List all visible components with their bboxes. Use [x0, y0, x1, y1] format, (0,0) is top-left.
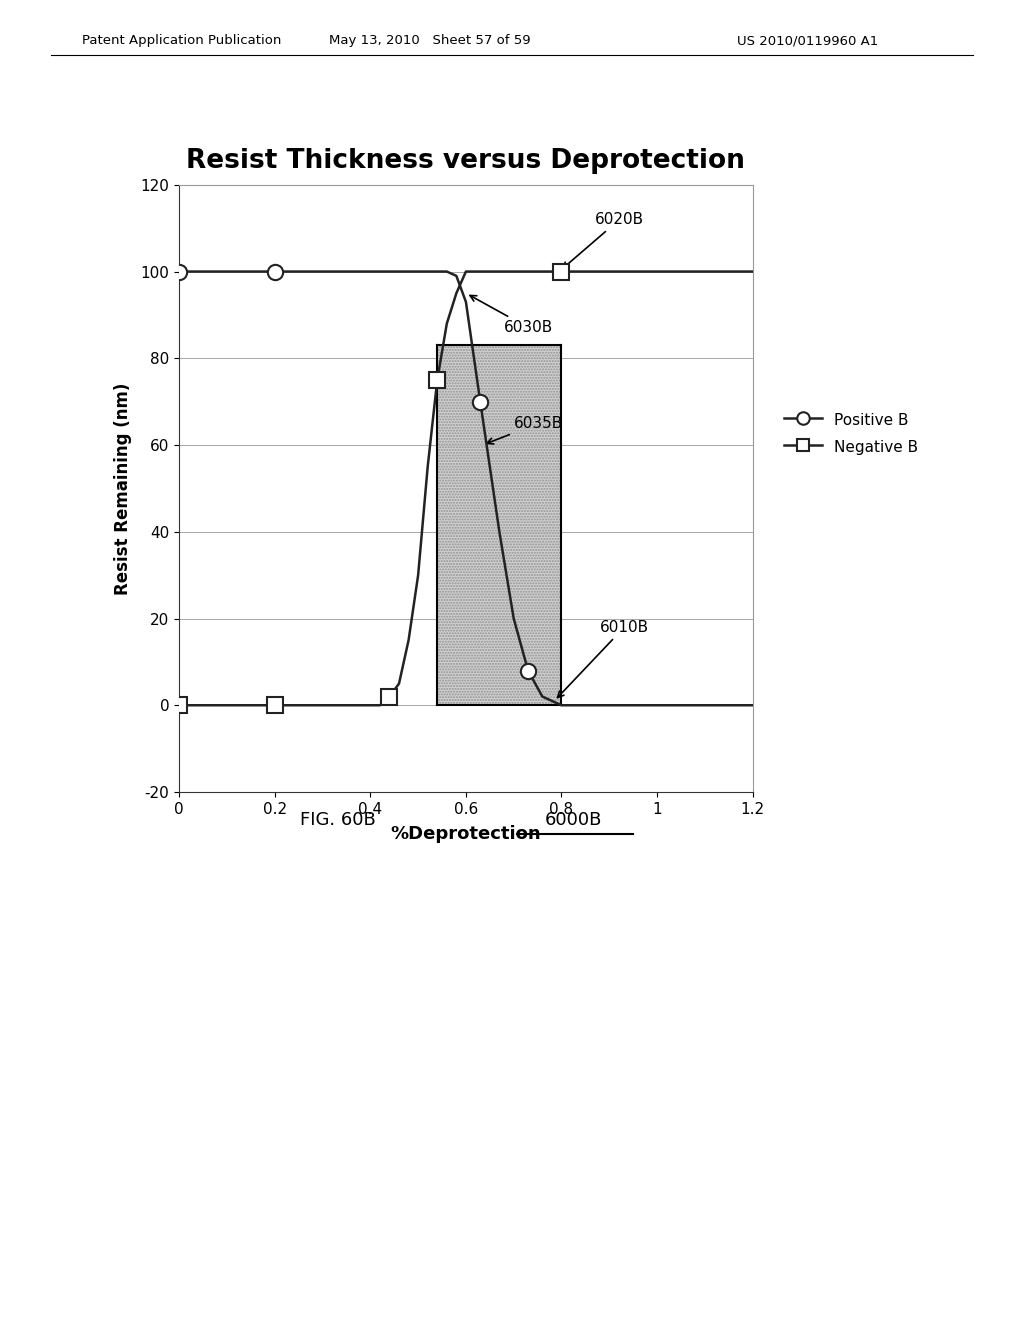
Title: Resist Thickness versus Deprotection: Resist Thickness versus Deprotection: [186, 148, 745, 174]
Text: FIG. 60B: FIG. 60B: [300, 810, 376, 829]
Text: May 13, 2010   Sheet 57 of 59: May 13, 2010 Sheet 57 of 59: [330, 34, 530, 48]
Y-axis label: Resist Remaining (nm): Resist Remaining (nm): [115, 383, 132, 594]
Text: 6010B: 6010B: [557, 619, 649, 697]
Text: 6035B: 6035B: [487, 416, 563, 444]
Text: 6020B: 6020B: [562, 213, 644, 268]
Text: 6030B: 6030B: [470, 296, 553, 335]
Text: Patent Application Publication: Patent Application Publication: [82, 34, 282, 48]
X-axis label: %Deprotection: %Deprotection: [390, 825, 542, 843]
Text: US 2010/0119960 A1: US 2010/0119960 A1: [737, 34, 879, 48]
Text: 6000B: 6000B: [545, 810, 602, 829]
Legend: Positive B, Negative B: Positive B, Negative B: [777, 405, 925, 462]
